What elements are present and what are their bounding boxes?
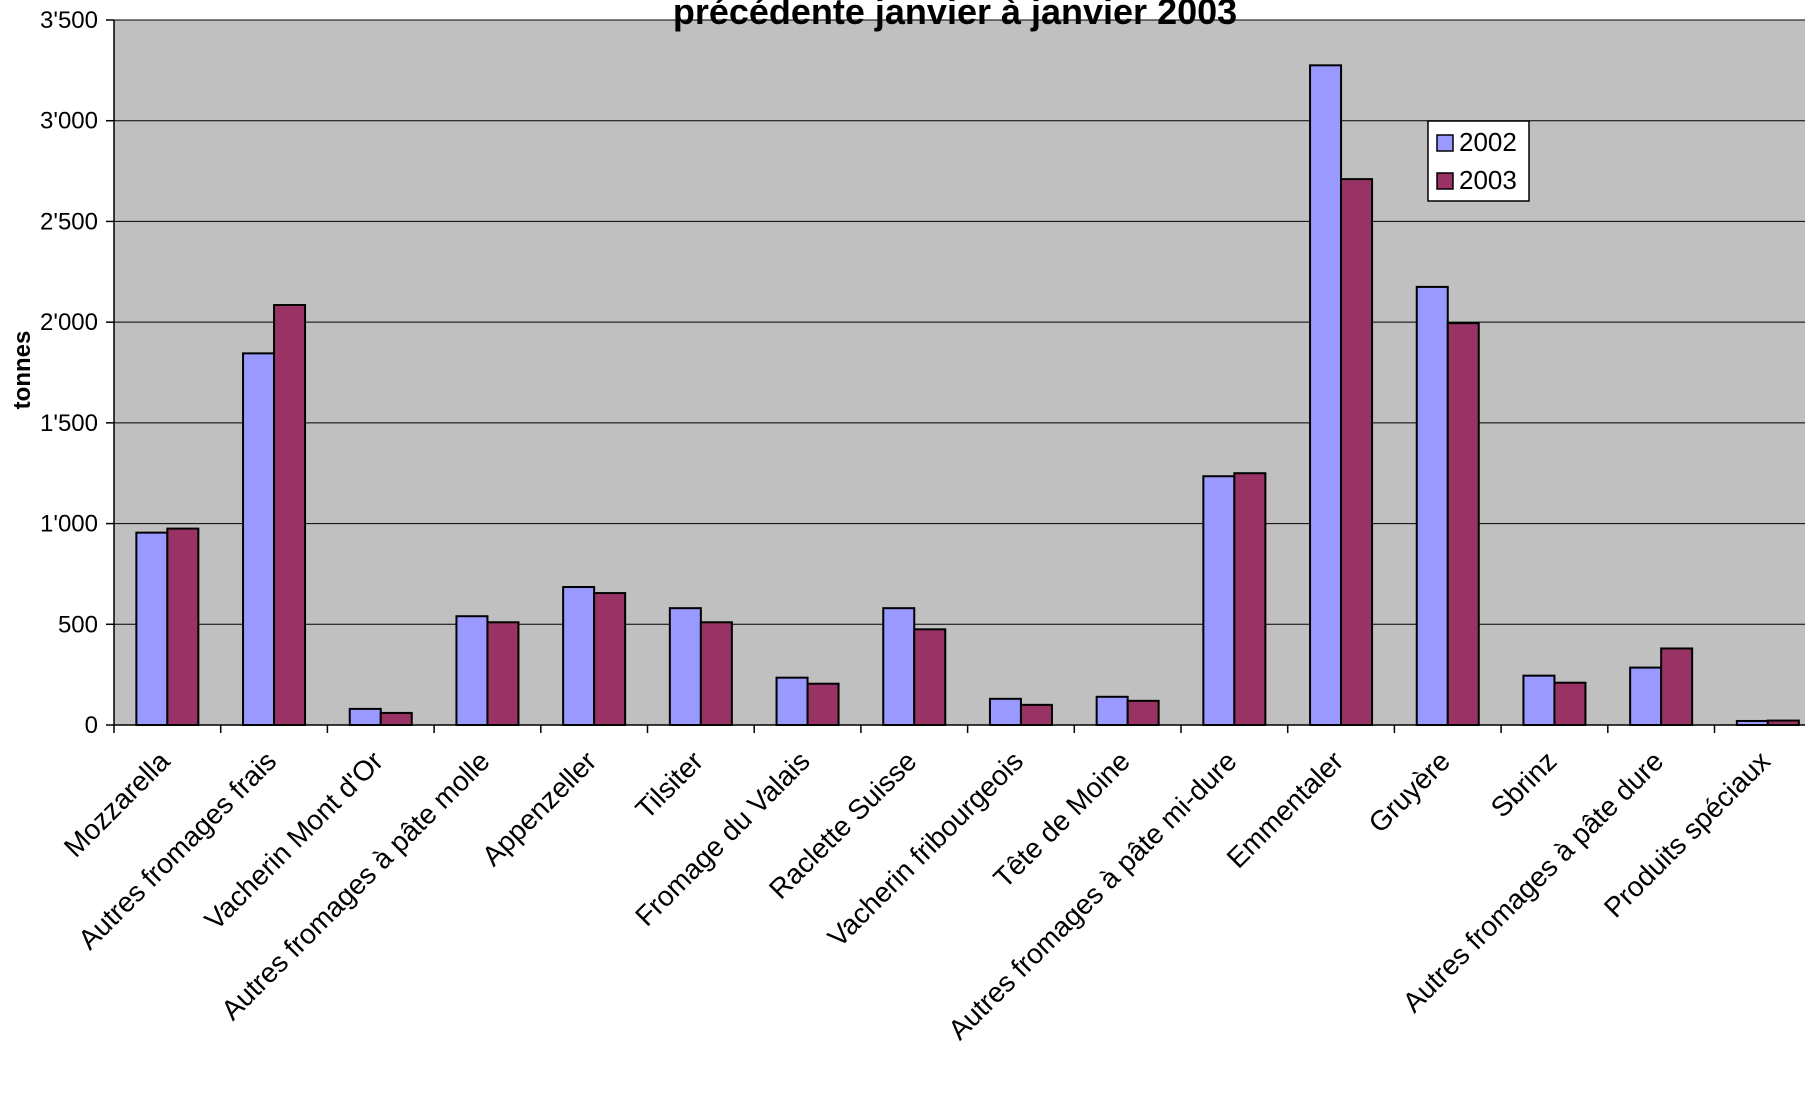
legend: 2002 2003 [1427,120,1530,202]
y-axis-label: tonnes [9,331,36,410]
bar-2002-4 [562,586,596,726]
bar-2002-2 [348,707,382,727]
y-tick-labels: 0 500 1'000 1'500 2'000 2'500 3'000 3'500 [40,7,98,739]
bar-2002-11 [1309,64,1343,727]
chart-title: précédente janvier à janvier 2003 [673,0,1237,32]
bar-2003-3 [486,621,520,726]
legend-swatch-2002 [1436,134,1454,152]
x-category-label: Gruyère [1363,745,1456,838]
legend-swatch-2003 [1436,172,1454,190]
bar-2002-8 [988,697,1022,726]
bar-2002-0 [135,531,169,727]
y-tick-label: 0 [85,712,98,739]
legend-label-2003: 2003 [1459,165,1517,195]
legend-label-2002: 2002 [1459,127,1517,157]
gridlines [114,19,1805,625]
bar-2002-6 [775,676,809,727]
bar-2003-4 [593,592,627,726]
bar-2003-6 [806,682,840,727]
plot-area [114,20,1805,725]
bar-2003-8 [1019,703,1053,726]
x-category-label: Appenzeller [476,745,602,871]
y-tick-label: 3'500 [40,7,98,34]
x-category-label: Autres fromages frais [72,745,282,955]
bar-2003-0 [166,527,200,726]
bar-2002-9 [1095,695,1129,726]
x-category-label: Mozzarella [58,745,176,863]
bar-2002-14 [1629,666,1663,726]
bar-2002-1 [242,352,276,726]
bar-2003-2 [379,711,413,727]
bar-2003-7 [913,628,947,726]
bar-2003-11 [1340,178,1374,726]
y-tick-label: 1'500 [40,410,98,437]
x-category-label: Vacherin fribourgeois [822,745,1030,953]
y-tick-label: 2'500 [40,208,98,235]
y-tick-label: 2'000 [40,309,98,336]
bar-2003-12 [1446,322,1480,726]
bar-2002-3 [455,615,489,727]
bar-2003-10 [1233,472,1267,727]
bar-2002-10 [1202,475,1236,726]
bar-2003-14 [1660,647,1694,727]
x-category-label: Tilsiter [630,745,709,824]
bars [135,64,1800,727]
bar-2002-12 [1415,285,1449,726]
bar-2002-13 [1522,674,1556,727]
y-tick-label: 500 [58,611,98,638]
x-category-label: Fromage du Valais [629,745,816,932]
bar-2003-9 [1126,699,1160,726]
y-tick-label: 1'000 [40,511,98,538]
y-tick-label: 3'000 [40,108,98,135]
bar-2003-5 [699,621,733,726]
x-category-label: Sbrinz [1485,745,1563,823]
axes [106,19,1805,733]
bar-2002-5 [668,607,702,727]
bar-2003-13 [1553,681,1587,727]
bar-2003-1 [273,304,307,726]
bar-2002-7 [882,607,916,727]
x-category-label: Vacherin Mont d'Or [199,745,389,935]
